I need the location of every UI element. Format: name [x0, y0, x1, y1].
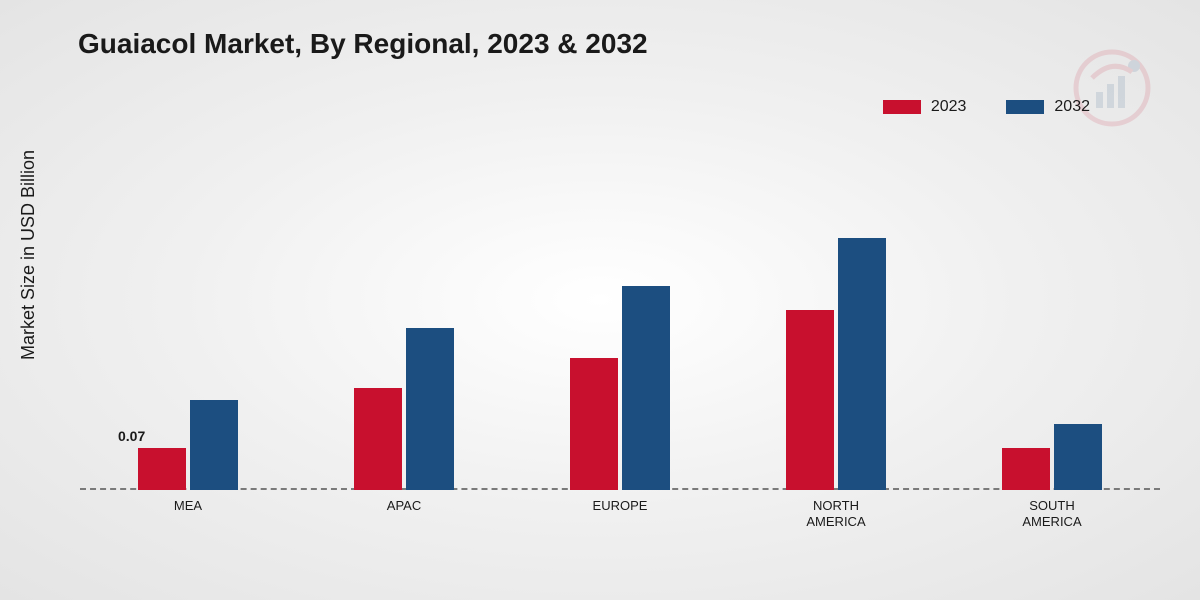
- bar-2032: [1054, 424, 1102, 490]
- legend-label-2023: 2023: [931, 98, 967, 116]
- plot-area: MEAAPACEUROPENORTH AMERICASOUTH AMERICA …: [80, 160, 1160, 490]
- legend: 2023 2032: [883, 98, 1090, 116]
- data-label-mea-2023: 0.07: [118, 428, 145, 444]
- bar-2023: [138, 448, 186, 490]
- bar-2032: [190, 400, 238, 490]
- bar-group: APAC: [354, 328, 454, 490]
- category-label: EUROPE: [593, 498, 648, 514]
- legend-swatch-2032: [1006, 100, 1044, 114]
- bar-2023: [786, 310, 834, 490]
- legend-item-2032: 2032: [1006, 98, 1090, 116]
- brand-watermark: [1072, 48, 1152, 128]
- bar-group: SOUTH AMERICA: [1002, 424, 1102, 490]
- bar-2023: [570, 358, 618, 490]
- bar-group: EUROPE: [570, 286, 670, 490]
- legend-label-2032: 2032: [1054, 98, 1090, 116]
- category-label: NORTH AMERICA: [806, 498, 865, 529]
- category-label: APAC: [387, 498, 421, 514]
- category-label: SOUTH AMERICA: [1022, 498, 1081, 529]
- bar-group: MEA: [138, 400, 238, 490]
- chart-title: Guaiacol Market, By Regional, 2023 & 203…: [78, 28, 648, 60]
- bar-2032: [622, 286, 670, 490]
- bar-group: NORTH AMERICA: [786, 238, 886, 490]
- legend-swatch-2023: [883, 100, 921, 114]
- bar-2023: [354, 388, 402, 490]
- bar-2032: [406, 328, 454, 490]
- y-axis-label: Market Size in USD Billion: [18, 150, 39, 360]
- category-label: MEA: [174, 498, 202, 514]
- bar-2023: [1002, 448, 1050, 490]
- legend-item-2023: 2023: [883, 98, 967, 116]
- bar-2032: [838, 238, 886, 490]
